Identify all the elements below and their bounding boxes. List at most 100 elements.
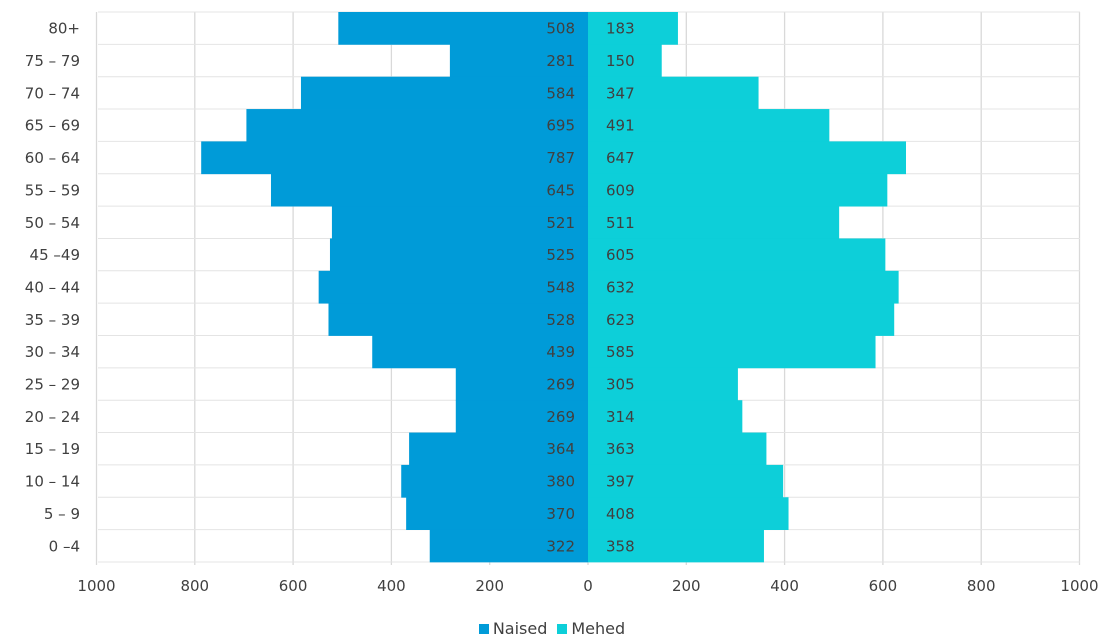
data-label-naised: 584	[546, 84, 575, 102]
bar-mehed	[588, 238, 886, 272]
bar-mehed	[588, 529, 764, 563]
x-tick-label: 800	[180, 577, 209, 595]
bar-mehed	[588, 400, 743, 433]
data-label-naised: 364	[546, 440, 575, 458]
x-tick-label: 200	[672, 577, 701, 595]
bar-mehed	[588, 12, 678, 45]
x-tick-label: 600	[279, 577, 308, 595]
data-label-mehed: 347	[606, 84, 635, 102]
data-label-naised: 322	[546, 537, 575, 555]
y-category-label: 15 – 19	[25, 440, 80, 458]
bar-mehed	[588, 44, 662, 78]
legend-swatch-naised	[478, 623, 489, 634]
data-label-mehed: 150	[606, 52, 635, 70]
bar-mehed	[588, 76, 759, 110]
x-tick-label: 1000	[1060, 577, 1098, 595]
y-category-label: 10 – 14	[25, 473, 80, 491]
data-label-naised: 370	[546, 505, 575, 523]
data-label-mehed: 647	[606, 149, 635, 167]
data-label-mehed: 305	[606, 376, 635, 394]
data-label-naised: 269	[546, 376, 575, 394]
legend: Naised Mehed	[0, 619, 1104, 638]
bar-naised	[246, 109, 588, 142]
y-category-label: 0 –4	[49, 537, 80, 555]
legend-label-mehed: Mehed	[571, 619, 626, 638]
bar-naised	[455, 367, 588, 401]
bar-naised	[331, 206, 588, 239]
y-category-label: 70 – 74	[25, 84, 80, 102]
data-label-mehed: 623	[606, 311, 635, 329]
data-label-mehed: 511	[606, 214, 635, 232]
data-label-naised: 695	[546, 117, 575, 135]
bar-naised	[338, 12, 588, 45]
bar-mehed	[588, 141, 907, 175]
legend-item-naised[interactable]: Naised	[478, 619, 548, 638]
bar-naised	[329, 238, 588, 272]
bar-naised	[409, 432, 588, 466]
y-category-label: 75 – 79	[25, 52, 80, 70]
data-label-mehed: 408	[606, 505, 635, 523]
y-axis-labels: 80+ 75 – 79 70 – 74 65 – 69 60 – 64 55 – 59 50…	[25, 20, 80, 556]
legend-label-naised: Naised	[492, 619, 548, 638]
data-label-mehed: 632	[606, 278, 635, 296]
y-category-label: 45 –49	[30, 246, 80, 264]
x-tick-label: 200	[475, 577, 504, 595]
y-category-label: 80+	[48, 20, 80, 38]
bar-mehed	[588, 206, 840, 239]
data-label-mehed: 358	[606, 537, 635, 555]
x-axis-labels: 1000 800 600 400 200 0 200 400 600 800 1000	[77, 577, 1098, 595]
data-label-mehed: 363	[606, 440, 635, 458]
x-tick-label: 400	[770, 577, 799, 595]
bar-naised	[300, 76, 588, 110]
data-label-naised: 521	[546, 214, 575, 232]
bar-mehed	[588, 464, 784, 498]
bar-naised	[201, 141, 588, 175]
data-label-mehed: 491	[606, 117, 635, 135]
data-label-mehed: 314	[606, 408, 635, 426]
data-label-naised: 787	[546, 149, 575, 167]
bar-mehed	[588, 335, 876, 369]
data-label-mehed: 609	[606, 181, 635, 199]
x-tick-label: 600	[869, 577, 898, 595]
legend-item-mehed[interactable]: Mehed	[557, 619, 625, 638]
data-label-mehed: 397	[606, 473, 635, 491]
data-label-naised: 380	[546, 473, 575, 491]
x-tick-label: 1000	[77, 577, 115, 595]
bar-naised	[328, 303, 588, 336]
data-label-naised: 269	[546, 408, 575, 426]
bar-mehed	[588, 303, 895, 336]
population-pyramid-chart: 80+ 75 – 79 70 – 74 65 – 69 60 – 64 55 – 59 50…	[25, 11, 1099, 595]
data-label-naised: 439	[546, 343, 575, 361]
y-category-label: 5 – 9	[44, 505, 80, 523]
x-tick-label: 0	[583, 577, 593, 595]
y-category-label: 30 – 34	[25, 343, 80, 361]
data-label-naised: 645	[546, 181, 575, 199]
y-category-label: 35 – 39	[25, 311, 80, 329]
bar-naised	[372, 335, 588, 369]
legend-swatch-mehed	[557, 623, 568, 634]
bar-mehed	[588, 432, 767, 466]
bar-mehed	[588, 367, 738, 401]
data-label-naised: 281	[546, 52, 575, 70]
bar-naised	[406, 497, 588, 530]
bars	[201, 12, 907, 563]
bar-naised	[455, 400, 588, 433]
bar-naised	[429, 529, 588, 563]
bar-naised	[449, 44, 588, 78]
bar-naised	[270, 173, 588, 207]
y-category-label: 65 – 69	[25, 117, 80, 135]
bar-mehed	[588, 109, 830, 142]
bar-naised	[401, 464, 588, 498]
data-label-mehed: 183	[606, 20, 635, 38]
y-category-label: 25 – 29	[25, 376, 80, 394]
y-category-label: 40 – 44	[25, 278, 80, 296]
bar-naised	[318, 270, 588, 304]
data-label-naised: 525	[546, 246, 575, 264]
bar-mehed	[588, 497, 789, 530]
y-category-label: 50 – 54	[25, 214, 80, 232]
y-category-label: 60 – 64	[25, 149, 80, 167]
data-label-naised: 528	[546, 311, 575, 329]
x-tick-label: 400	[377, 577, 406, 595]
data-label-mehed: 605	[606, 246, 635, 264]
data-label-naised: 548	[546, 278, 575, 296]
